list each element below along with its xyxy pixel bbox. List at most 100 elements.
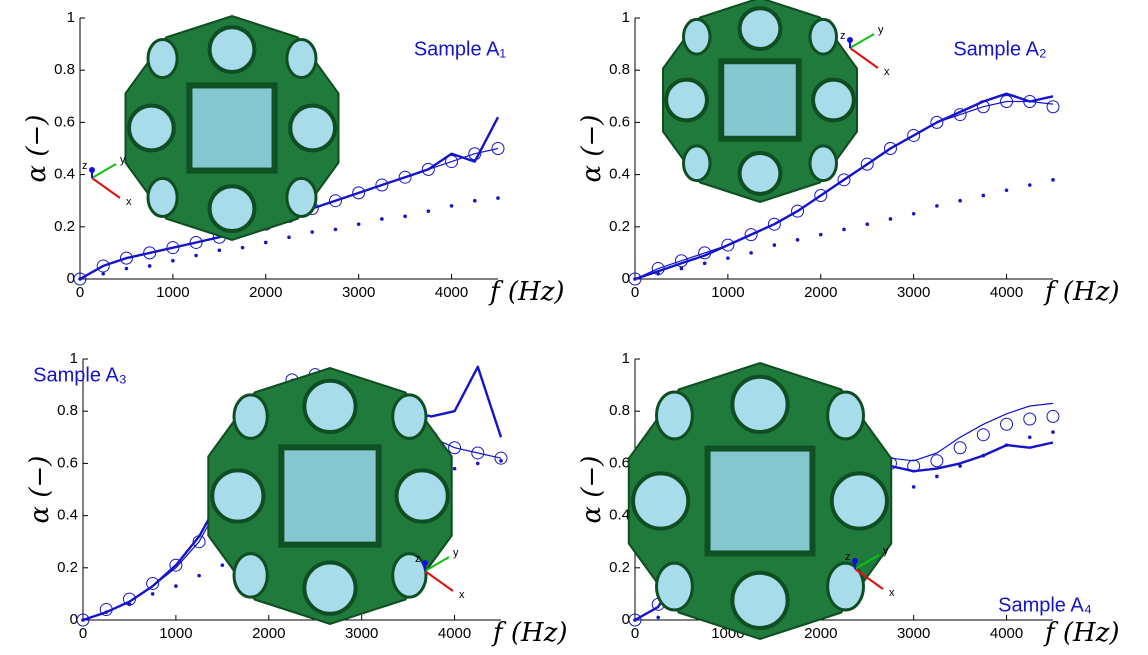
dot-marker <box>726 256 730 260</box>
dot-marker <box>842 228 846 232</box>
dot-marker <box>81 618 85 622</box>
x-axis-label: f (Hz) <box>491 618 568 648</box>
y-tick-label: 0.2 <box>54 218 75 235</box>
x-tick-label: 1000 <box>159 625 192 642</box>
dot-marker <box>78 277 82 281</box>
y-tick-label: 0.6 <box>609 454 630 471</box>
cell-face <box>281 447 378 544</box>
cell-hole <box>148 40 177 78</box>
x-tick-label: 4000 <box>435 284 468 301</box>
panel: 00.20.40.60.8101000200030004000f (Hz)α (… <box>22 9 565 307</box>
dot-marker <box>104 610 108 614</box>
triad-label: z <box>82 160 88 172</box>
dot-marker <box>912 485 916 489</box>
x-tick-label: 2000 <box>249 284 282 301</box>
dot-marker <box>1028 436 1032 440</box>
y-axis-label: α (−) <box>577 115 607 183</box>
panel-title: Sample A₁ <box>414 38 507 60</box>
cell-hole <box>397 470 448 521</box>
dot-marker <box>1028 183 1032 187</box>
triad-label: y <box>453 547 459 559</box>
dot-marker <box>749 251 753 255</box>
dot-marker <box>1051 430 1055 434</box>
y-tick-label: 0.6 <box>54 113 75 130</box>
cell-face <box>708 449 813 554</box>
cell-hole <box>287 40 316 78</box>
cell-hole <box>234 395 267 439</box>
triad-y <box>850 34 874 48</box>
x-tick-label: 3000 <box>342 284 375 301</box>
dot-marker <box>912 212 916 216</box>
y-tick-label: 0.4 <box>57 507 78 524</box>
triad-x <box>425 571 453 591</box>
cell-hole <box>287 178 316 216</box>
dot-marker <box>935 204 939 208</box>
x-axis-label: f (Hz) <box>488 277 565 307</box>
cell-hole <box>740 153 781 194</box>
model-marker <box>1047 101 1059 113</box>
dot-marker <box>151 592 155 596</box>
triad-label: z <box>840 30 846 42</box>
dot-marker <box>171 259 175 263</box>
x-tick-label: 2000 <box>804 284 837 301</box>
y-tick-label: 0.6 <box>609 113 630 130</box>
x-axis-label: f (Hz) <box>1043 277 1120 307</box>
triad-label: x <box>889 587 895 599</box>
y-tick-label: 0.8 <box>54 61 75 78</box>
cell-hole <box>393 554 426 598</box>
triad-label: y <box>120 154 126 166</box>
y-axis-label: α (−) <box>577 456 607 524</box>
y-tick-label: 0.2 <box>609 218 630 235</box>
y-tick-label: 1 <box>67 9 75 26</box>
dot-marker <box>1005 443 1009 447</box>
x-tick-label: 0 <box>631 284 639 301</box>
cell-face <box>189 85 274 170</box>
dot-marker <box>1051 178 1055 182</box>
figure: 0 0.2 0.4 0.6 0.8 1 0 1000 2000 3000 4000 f (Hz) α (… <box>0 0 1148 655</box>
dot-marker <box>656 616 660 620</box>
triad-origin <box>847 37 853 43</box>
dot-marker <box>796 238 800 242</box>
x-tick-label: 1000 <box>711 284 744 301</box>
dot-marker <box>982 194 986 198</box>
cell-hole <box>666 80 707 121</box>
dot-marker <box>958 199 962 203</box>
y-axis-label: α (−) <box>22 115 52 183</box>
dot-marker <box>633 618 637 622</box>
cell-hole <box>810 19 837 54</box>
x-axis-label: f (Hz) <box>1043 618 1120 648</box>
model-marker <box>1047 410 1059 422</box>
y-tick-label: 0.4 <box>609 507 630 524</box>
cell-hole <box>129 106 174 151</box>
cell-hole <box>684 146 711 181</box>
cell-hole <box>684 19 711 54</box>
cell-hole <box>304 563 355 614</box>
triad-label: z <box>415 553 421 565</box>
dot-marker <box>703 262 707 266</box>
y-tick-label: 0.4 <box>609 166 630 183</box>
panel-title: Sample A₂ <box>953 38 1046 60</box>
y-tick-label: 1 <box>622 350 630 367</box>
y-tick-label: 0.2 <box>609 559 630 576</box>
x-tick-label: 3000 <box>345 625 378 642</box>
dot-marker <box>958 464 962 468</box>
dot-marker <box>633 277 637 281</box>
cell-hole <box>210 27 255 72</box>
cell-hole <box>810 146 837 181</box>
cell-hole <box>732 377 787 432</box>
cell-hole <box>657 563 693 610</box>
y-tick-label: 0.4 <box>54 166 75 183</box>
triad-origin <box>852 558 858 564</box>
triad-label: y <box>878 24 884 36</box>
cell-hole <box>732 573 787 628</box>
model-marker <box>1024 413 1036 425</box>
triad-label: x <box>126 196 132 208</box>
x-tick-label: 0 <box>76 284 84 301</box>
triad-label: x <box>884 66 890 78</box>
panel-title: Sample A₃ <box>33 364 127 386</box>
triad-label: y <box>883 545 889 557</box>
x-tick-label: 2000 <box>804 625 837 642</box>
dot-marker <box>148 264 152 268</box>
x-tick-label: 4000 <box>990 625 1023 642</box>
